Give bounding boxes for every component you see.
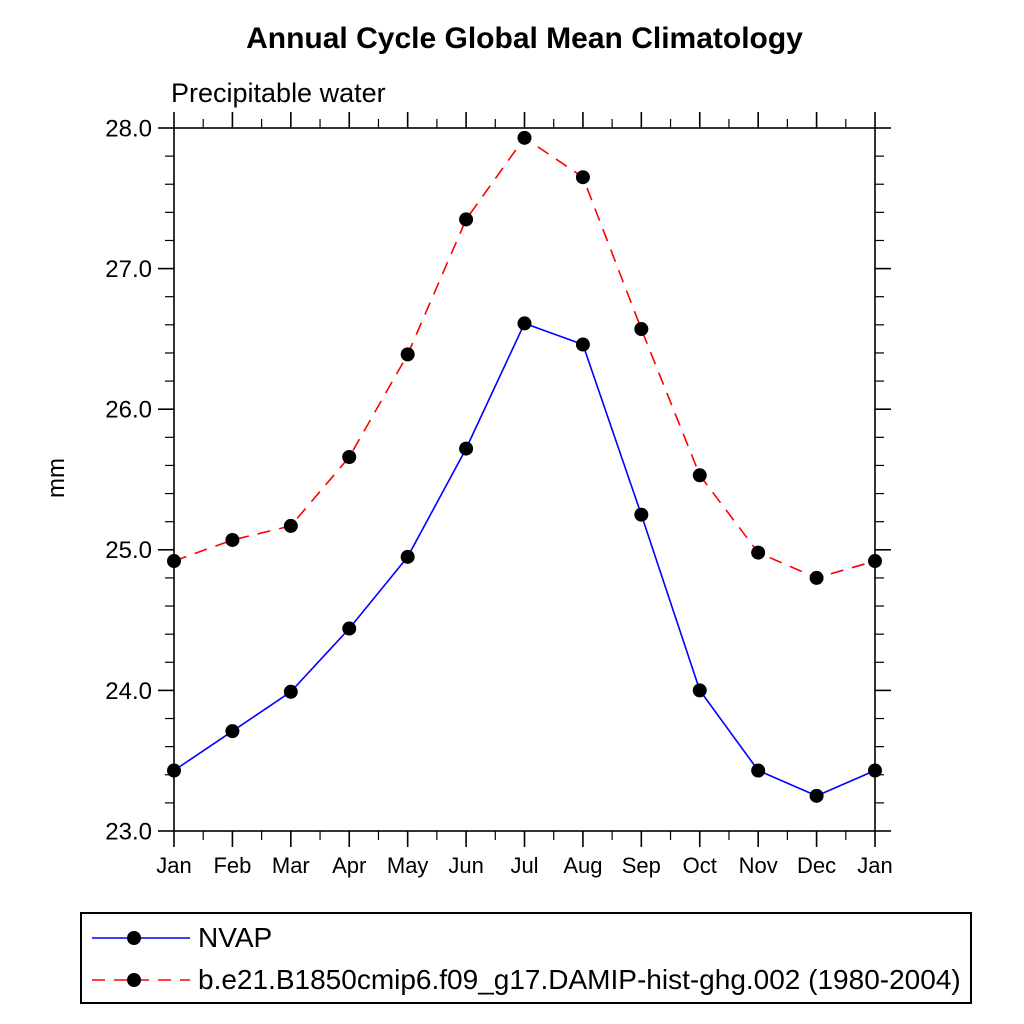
legend-item-model: b.e21.B1850cmip6.f09_g17.DAMIP-hist-ghg.… [90,964,961,996]
svg-text:Jan: Jan [857,853,892,878]
svg-text:26.0: 26.0 [105,397,152,424]
x-ticks [173,112,876,847]
svg-text:24.0: 24.0 [105,678,152,705]
y-tick-labels: 23.0 24.0 25.0 26.0 27.0 28.0 [105,115,152,845]
chart-subtitle: Precipitable water [171,78,386,108]
svg-text:25.0: 25.0 [105,537,152,564]
svg-text:Mar: Mar [272,853,310,878]
svg-text:Feb: Feb [213,853,251,878]
x-tick-labels: Jan Feb Mar Apr May Jun Jul Aug Sep Oct Nov Dec Jan [156,853,892,878]
svg-text:Apr: Apr [332,853,366,878]
svg-text:28.0: 28.0 [105,115,152,142]
series-line-0 [173,322,876,797]
svg-text:Oct: Oct [683,853,717,878]
svg-text:Jun: Jun [448,853,483,878]
model-line-sample [92,973,190,987]
series-line-1 [173,136,876,579]
svg-text:Aug: Aug [563,853,602,878]
y-minor-ticks [165,155,884,804]
nvap-line-sample [92,931,190,945]
legend-box: NVAP b.e21.B1850cmip6.f09_g17.DAMIP-hist… [80,912,972,1004]
chart-title: Annual Cycle Global Mean Climatology [246,22,803,55]
svg-text:Sep: Sep [622,853,661,878]
svg-text:May: May [387,853,429,878]
svg-text:27.0: 27.0 [105,256,152,283]
svg-text:Nov: Nov [739,853,778,878]
plot-frame [173,127,876,832]
svg-text:Jan: Jan [156,853,191,878]
svg-text:Jul: Jul [510,853,538,878]
legend-item-nvap: NVAP [90,922,272,954]
legend-label-nvap: NVAP [198,922,273,953]
series-markers-1 [167,130,882,585]
legend-label-model: b.e21.B1850cmip6.f09_g17.DAMIP-hist-ghg.… [198,964,961,995]
y-major-ticks [158,127,891,832]
svg-text:23.0: 23.0 [105,818,152,845]
series-markers-0 [167,316,882,803]
svg-text:Dec: Dec [797,853,836,878]
